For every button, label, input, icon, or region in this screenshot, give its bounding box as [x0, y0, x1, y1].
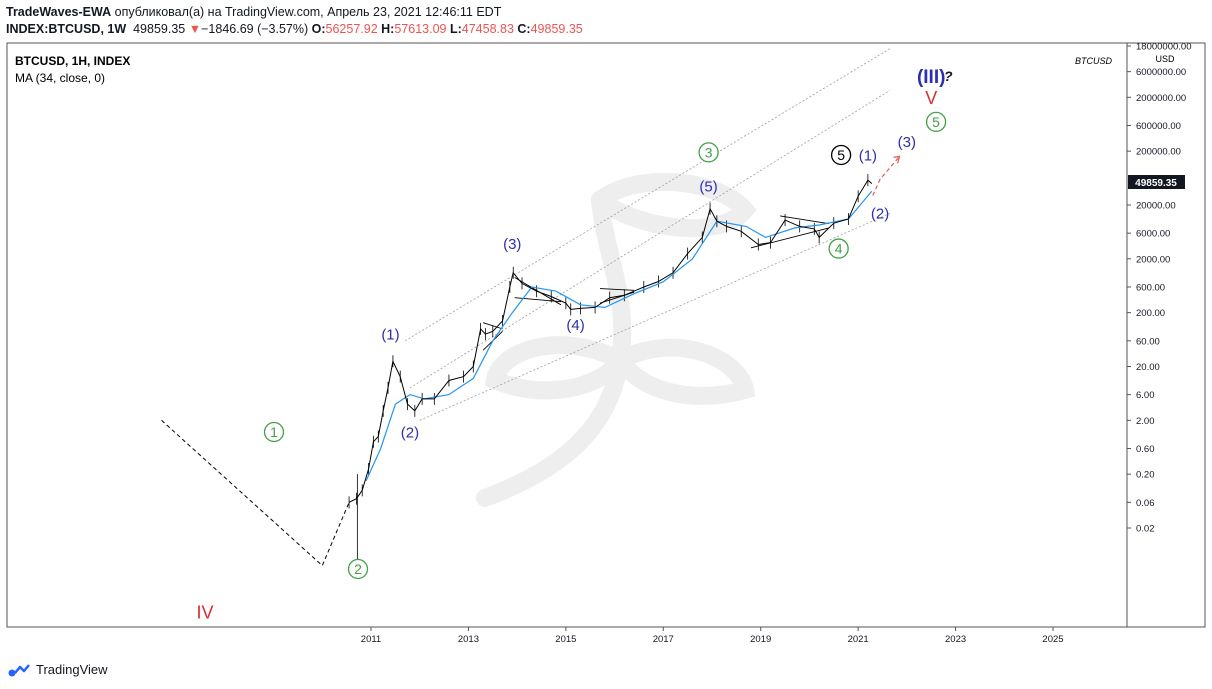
- wave-label[interactable]: (5): [699, 178, 717, 195]
- wave-label-circle: [263, 421, 285, 443]
- wave-label[interactable]: (1): [381, 326, 399, 343]
- open-value: 56257.92: [325, 22, 378, 36]
- ma-legend[interactable]: MA (34, close, 0): [15, 71, 105, 85]
- x-tick-label: 2013: [458, 634, 479, 645]
- change-arrow: ▼: [188, 22, 202, 36]
- tradingview-logo-icon: [8, 663, 30, 676]
- channel-line: [404, 48, 891, 342]
- author-name[interactable]: TradeWaves-EWA: [6, 5, 112, 19]
- watermark-symbol: BTCUSD: [1075, 56, 1113, 66]
- wave-label[interactable]: (4): [566, 317, 584, 334]
- wave-label[interactable]: (1): [859, 147, 877, 164]
- wave-label-circle: [830, 144, 852, 166]
- x-tick-label: 2021: [848, 634, 869, 645]
- high-label: H:: [381, 22, 395, 36]
- symbol-label: INDEX:BTCUSD, 1W: [6, 22, 127, 36]
- x-tick-label: 2015: [555, 634, 576, 645]
- low-label: L:: [449, 22, 462, 36]
- x-tick-label: 2023: [945, 634, 966, 645]
- y-tick-label: 6000000.00: [1136, 67, 1186, 78]
- y-tick-label: 2000.00: [1136, 254, 1170, 265]
- price-axis[interactable]: 18000000.00 6000000.00 2000000.00 600000.00…: [1127, 41, 1191, 535]
- price-series-line: [348, 179, 873, 503]
- y-tick-label: 0.06: [1136, 498, 1155, 509]
- last-price-tag-bg: [1128, 175, 1185, 189]
- wave-label[interactable]: 5: [932, 114, 940, 130]
- projection-arrow: [872, 155, 901, 196]
- triangle-line: [514, 297, 562, 303]
- y-tick-label: 200.00: [1136, 308, 1165, 319]
- footer-branding[interactable]: TradingView: [8, 662, 108, 677]
- tradingview-brand: TradingView: [36, 662, 108, 677]
- wave-label[interactable]: 5: [837, 147, 845, 163]
- wave-label[interactable]: (III): [917, 67, 946, 88]
- open-label: O:: [311, 22, 326, 36]
- wave-label[interactable]: 2: [354, 561, 362, 577]
- header-line-1: TradeWaves-EWA опубликовал(а) на Trading…: [6, 5, 501, 19]
- close-label: C:: [517, 22, 531, 36]
- wave-label[interactable]: 1: [270, 424, 278, 440]
- publish-info: опубликовал(а) на TradingView.com, Апрел…: [114, 5, 502, 19]
- channel-line: [419, 213, 891, 421]
- y-tick-label: 6000.00: [1136, 229, 1170, 240]
- triangle-line: [780, 215, 829, 225]
- wave-label[interactable]: (3): [503, 236, 521, 253]
- trend-channel[interactable]: [404, 48, 891, 421]
- wave-label[interactable]: IV: [196, 602, 213, 622]
- x-tick-label: 2017: [653, 634, 674, 645]
- wave-label-circle: [925, 111, 947, 133]
- wave-labels[interactable]: IV 1 2 (1) (2) (3) (4) 3 (5) 4 5 (1) (2) (3) 5 (III)? V: [196, 67, 952, 623]
- wave-label[interactable]: 3: [705, 144, 713, 160]
- wave-label[interactable]: V: [925, 88, 937, 108]
- wave-label[interactable]: (2): [871, 206, 889, 223]
- triangle-line: [599, 288, 635, 291]
- y-tick-label: 2.00: [1136, 416, 1155, 427]
- close-value: 49859.35: [530, 22, 583, 36]
- y-tick-label: 0.60: [1136, 444, 1155, 455]
- time-axis[interactable]: 2011 2013 2015 2017 2019 2021 2023 2025: [361, 627, 1064, 645]
- wave-label[interactable]: (3): [898, 134, 916, 151]
- y-tick-label: 600000.00: [1136, 121, 1181, 132]
- projection-arrowhead: [893, 155, 901, 164]
- y-tick-label: 20.00: [1136, 362, 1160, 373]
- wave-label[interactable]: 4: [835, 241, 843, 257]
- prior-wave-dashed: [161, 419, 350, 567]
- change-value: −1846.69 (−3.57%): [201, 22, 309, 36]
- wave-label[interactable]: (2): [401, 425, 419, 442]
- y-tick-label: 18000000.00: [1136, 41, 1191, 52]
- y-tick-label: 20000.00: [1136, 201, 1176, 212]
- wave-label-circle: [347, 558, 369, 580]
- y-tick-label: 6.00: [1136, 390, 1155, 401]
- header-line-2: INDEX:BTCUSD, 1W 49859.35 ▼−1846.69 (−3.…: [6, 22, 583, 36]
- wave-label[interactable]: ?: [944, 68, 953, 84]
- leaf-watermark-icon: [476, 172, 757, 507]
- x-tick-label: 2019: [750, 634, 771, 645]
- y-tick-label: 200000.00: [1136, 147, 1181, 158]
- x-tick-label: 2025: [1042, 634, 1063, 645]
- price-value: 49859.35: [133, 22, 186, 36]
- high-value: 57613.09: [394, 22, 447, 36]
- chart-legend-title: BTCUSD, 1H, INDEX: [15, 54, 130, 68]
- y-tick-label: 2000000.00: [1136, 93, 1186, 104]
- wave-label-circle: [698, 142, 719, 163]
- low-value: 47458.83: [461, 22, 514, 36]
- y-tick-label: 60.00: [1136, 336, 1160, 347]
- x-tick-label: 2011: [361, 634, 381, 645]
- triangle-line: [750, 227, 830, 249]
- last-price-tag: 49859.35: [1135, 178, 1177, 189]
- price-axis-unit: USD: [1155, 54, 1175, 64]
- y-tick-label: 0.20: [1136, 470, 1155, 481]
- triangle-patterns[interactable]: [482, 215, 830, 351]
- y-tick-label: 0.02: [1136, 524, 1155, 535]
- y-tick-label: 600.00: [1136, 282, 1165, 293]
- chart-frame: [6, 42, 1206, 628]
- wave-label-circle: [828, 238, 849, 259]
